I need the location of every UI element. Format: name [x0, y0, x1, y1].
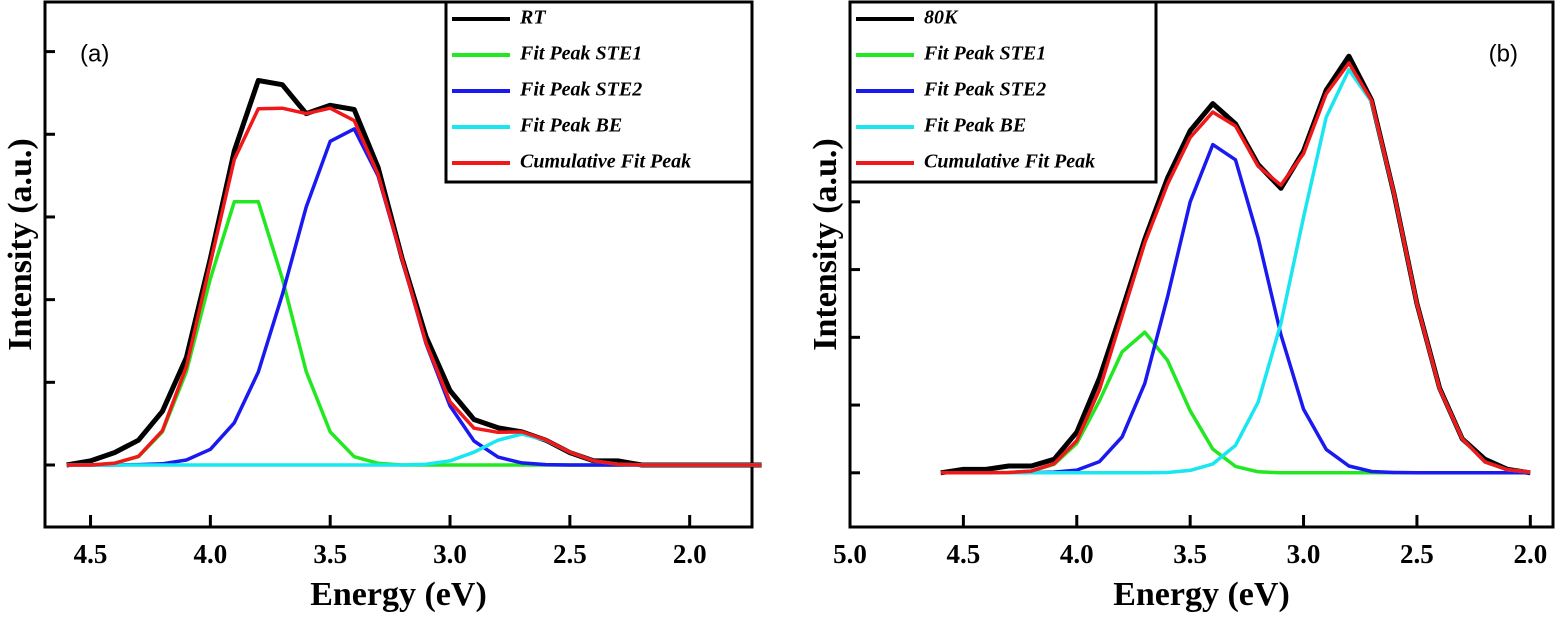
- x-tick-label: 4.5: [947, 539, 981, 569]
- x-axis-label: Energy (eV): [1113, 576, 1290, 613]
- y-axis-label: Intensity (a.u.): [807, 138, 844, 351]
- x-tick-label: 2.0: [1513, 539, 1547, 569]
- x-tick-label: 2.5: [1400, 539, 1434, 569]
- plot-frame: [848, 0, 1555, 529]
- x-tick-label: 4.0: [1060, 539, 1094, 569]
- x-tick-label: 3.5: [313, 539, 347, 569]
- legend-label: Fit Peak STE1: [923, 43, 1046, 65]
- x-tick-label: 2.0: [673, 539, 707, 569]
- legend-label: Cumulative Fit Peak: [520, 151, 691, 173]
- x-tick-label: 3.0: [433, 539, 467, 569]
- plot-frame: [43, 0, 754, 529]
- legend-label: Fit Peak BE: [519, 115, 622, 137]
- legend-label: Cumulative Fit Peak: [924, 151, 1095, 173]
- series-line: [940, 61, 1531, 475]
- panel-label: (a): [80, 40, 109, 67]
- legend-label: Fit Peak STE2: [923, 79, 1046, 101]
- series-line: [66, 199, 762, 467]
- panel-label: (b): [1489, 40, 1518, 67]
- x-tick-label: 4.5: [74, 539, 108, 569]
- x-tick-label: 5.0: [833, 539, 867, 569]
- legend-label: RT: [519, 7, 546, 29]
- series-line: [66, 106, 762, 467]
- legend-label: 80K: [924, 7, 959, 29]
- x-tick-label: 3.5: [1173, 539, 1207, 569]
- legend-label: Fit Peak STE1: [519, 43, 642, 65]
- x-tick-label: 4.0: [193, 539, 227, 569]
- legend-label: Fit Peak BE: [923, 115, 1026, 137]
- x-tick-label: 3.0: [1287, 539, 1321, 569]
- legend-label: Fit Peak STE2: [519, 79, 642, 101]
- series-line: [66, 432, 762, 467]
- x-tick-label: 2.5: [553, 539, 587, 569]
- series-line: [940, 142, 1531, 475]
- x-axis-label: Energy (eV): [310, 576, 487, 613]
- series-line: [940, 330, 1531, 475]
- y-axis-label: Intensity (a.u.): [2, 138, 39, 351]
